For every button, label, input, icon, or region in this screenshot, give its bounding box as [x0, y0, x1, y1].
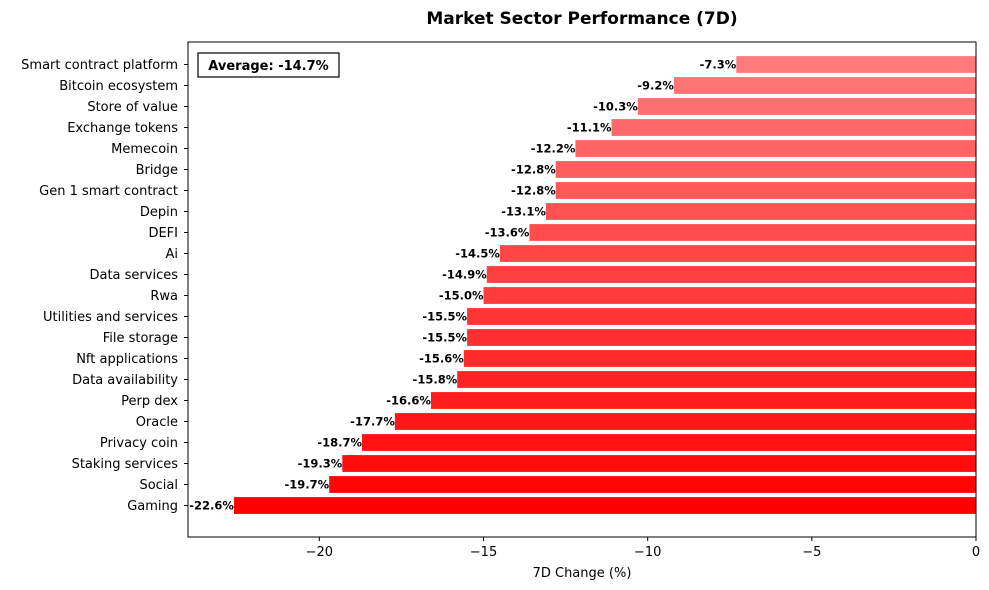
- bar-0: [736, 56, 976, 73]
- category-label-4: Memecoin: [111, 142, 178, 157]
- bar-1: [673, 77, 976, 94]
- value-label-10: -14.9%: [442, 268, 487, 282]
- bar-14: [463, 350, 976, 367]
- value-label-9: -14.5%: [455, 247, 500, 261]
- category-label-18: Privacy coin: [100, 436, 178, 451]
- value-label-16: -16.6%: [386, 394, 431, 408]
- value-label-13: -15.5%: [422, 331, 467, 345]
- x-tick-label-2: −10: [634, 545, 661, 560]
- bar-6: [555, 182, 976, 199]
- x-axis-label: 7D Change (%): [533, 566, 632, 581]
- bar-11: [483, 287, 976, 304]
- category-label-11: Rwa: [150, 289, 178, 304]
- category-label-15: Data availability: [72, 373, 178, 388]
- category-label-9: Ai: [165, 247, 178, 262]
- value-label-20: -19.7%: [285, 478, 330, 492]
- category-label-21: Gaming: [127, 499, 178, 514]
- x-tick-label-3: −5: [802, 545, 821, 560]
- category-label-0: Smart contract platform: [21, 58, 178, 73]
- bar-16: [430, 392, 976, 409]
- value-label-8: -13.6%: [485, 226, 530, 240]
- category-label-13: File storage: [103, 331, 178, 346]
- value-label-6: -12.8%: [511, 184, 556, 198]
- average-box: [197, 52, 340, 78]
- bar-8: [529, 224, 976, 241]
- bar-21: [233, 497, 976, 514]
- x-ticks-group: −20 −15 −10 −5 0: [306, 537, 980, 560]
- category-label-14: Nft applications: [76, 352, 178, 367]
- bars-group: [233, 56, 977, 514]
- category-label-3: Exchange tokens: [67, 121, 178, 136]
- value-label-14: -15.6%: [419, 352, 464, 366]
- category-label-10: Data services: [89, 268, 178, 283]
- value-label-1: -9.2%: [637, 79, 674, 93]
- bar-18: [362, 434, 976, 451]
- value-label-11: -15.0%: [439, 289, 484, 303]
- average-annotation: Average: -14.7%: [197, 52, 340, 78]
- value-label-18: -18.7%: [317, 436, 362, 450]
- bar-20: [329, 476, 976, 493]
- bar-3: [611, 119, 976, 136]
- bar-2: [637, 98, 976, 115]
- bar-13: [467, 329, 976, 346]
- category-label-19: Staking services: [72, 457, 179, 472]
- category-label-5: Bridge: [136, 163, 178, 178]
- value-label-7: -13.1%: [501, 205, 546, 219]
- category-label-20: Social: [139, 478, 178, 493]
- category-label-1: Bitcoin ecosystem: [59, 79, 178, 94]
- bar-15: [457, 371, 976, 388]
- value-label-21: -22.6%: [189, 499, 234, 513]
- category-labels-group: Smart contract platform Bitcoin ecosystem…: [21, 58, 188, 514]
- category-label-8: DEFI: [148, 226, 178, 241]
- value-label-0: -7.3%: [700, 58, 737, 72]
- bar-9: [499, 245, 976, 262]
- plot-frame: [187, 41, 977, 538]
- category-label-6: Gen 1 smart contract: [39, 184, 178, 199]
- bar-10: [486, 266, 976, 283]
- bar-17: [394, 413, 977, 430]
- value-label-19: -19.3%: [298, 457, 343, 471]
- value-label-4: -12.2%: [531, 142, 576, 156]
- category-label-17: Oracle: [136, 415, 178, 430]
- value-label-15: -15.8%: [413, 373, 458, 387]
- bar-5: [555, 161, 976, 178]
- average-text: Average: -14.7%: [208, 59, 328, 74]
- value-label-2: -10.3%: [593, 100, 638, 114]
- bar-12: [467, 308, 976, 325]
- category-label-12: Utilities and services: [43, 310, 178, 325]
- category-label-2: Store of value: [87, 100, 178, 115]
- x-tick-label-4: 0: [972, 545, 980, 560]
- value-labels-group: -7.3% -9.2% -10.3% -11.1% -12.2% -12.8% -12.8%…: [189, 58, 736, 513]
- bar-4: [575, 140, 976, 157]
- value-label-17: -17.7%: [350, 415, 395, 429]
- category-label-7: Depin: [140, 205, 178, 220]
- chart-title: Market Sector Performance (7D): [426, 9, 737, 29]
- value-label-3: -11.1%: [567, 121, 612, 135]
- value-label-5: -12.8%: [511, 163, 556, 177]
- x-tick-label-1: −15: [470, 545, 497, 560]
- x-tick-label-0: −20: [306, 545, 333, 560]
- bar-19: [342, 455, 977, 472]
- value-label-12: -15.5%: [422, 310, 467, 324]
- bar-7: [545, 203, 976, 220]
- category-label-16: Perp dex: [121, 394, 178, 409]
